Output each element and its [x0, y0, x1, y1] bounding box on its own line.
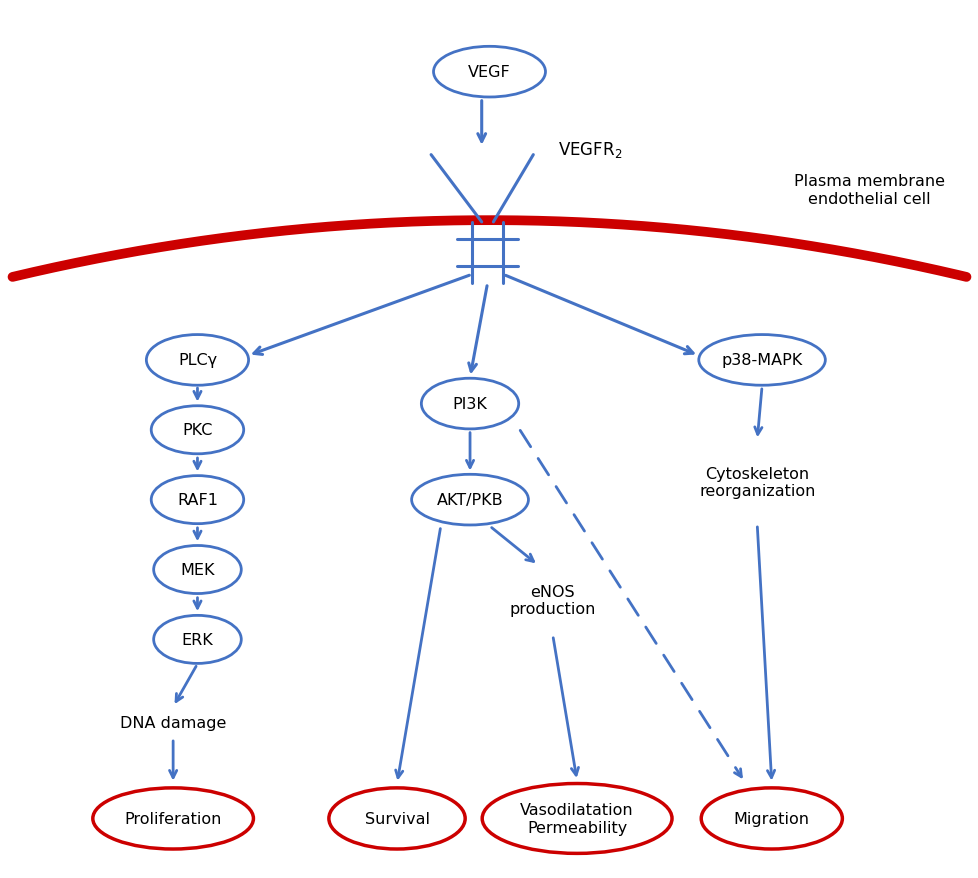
Ellipse shape — [433, 47, 545, 97]
Text: Survival: Survival — [364, 811, 429, 826]
Ellipse shape — [411, 475, 528, 525]
Ellipse shape — [93, 788, 253, 849]
Text: PKC: PKC — [182, 423, 212, 438]
Ellipse shape — [329, 788, 465, 849]
Ellipse shape — [421, 378, 518, 429]
Ellipse shape — [147, 335, 248, 385]
Text: Migration: Migration — [734, 811, 809, 826]
Text: Cytoskeleton
reorganization: Cytoskeleton reorganization — [698, 466, 815, 499]
Text: PLCγ: PLCγ — [178, 353, 217, 368]
Text: Vasodilatation
Permeability: Vasodilatation Permeability — [519, 802, 634, 835]
Text: ERK: ERK — [181, 632, 213, 647]
Text: PI3K: PI3K — [452, 397, 487, 412]
Text: AKT/PKB: AKT/PKB — [436, 493, 503, 507]
Text: DNA damage: DNA damage — [120, 715, 226, 730]
Ellipse shape — [151, 407, 244, 454]
Text: VEGF: VEGF — [467, 65, 511, 80]
Ellipse shape — [698, 335, 824, 385]
Text: Proliferation: Proliferation — [124, 811, 222, 826]
Text: VEGFR$_2$: VEGFR$_2$ — [557, 140, 621, 159]
Ellipse shape — [154, 546, 241, 594]
Text: RAF1: RAF1 — [177, 493, 218, 507]
Ellipse shape — [482, 784, 671, 853]
Text: p38-MAPK: p38-MAPK — [721, 353, 802, 368]
Ellipse shape — [151, 476, 244, 524]
Ellipse shape — [700, 788, 841, 849]
Text: Plasma membrane
endothelial cell: Plasma membrane endothelial cell — [793, 174, 944, 206]
Ellipse shape — [154, 615, 241, 664]
Text: eNOS
production: eNOS production — [510, 584, 596, 616]
Text: MEK: MEK — [180, 563, 214, 578]
